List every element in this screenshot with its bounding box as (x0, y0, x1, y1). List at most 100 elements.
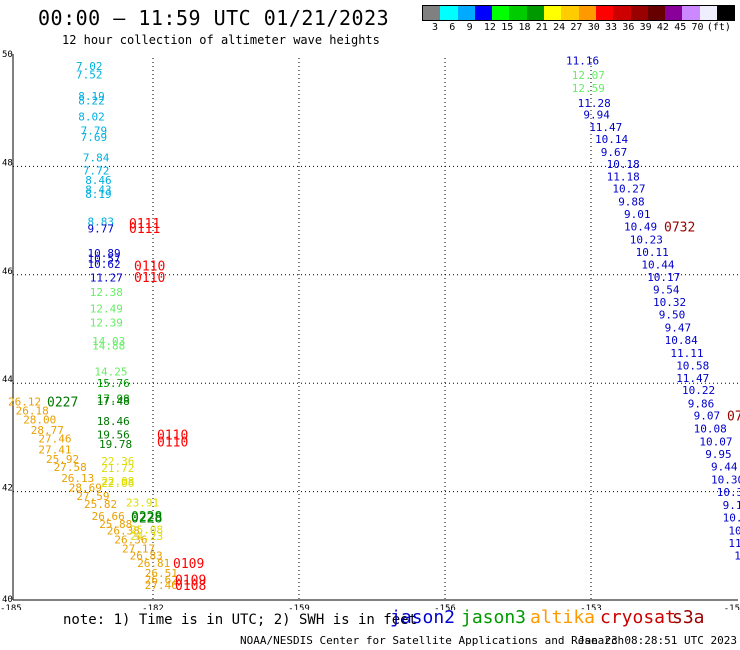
swh-value: 26.51 (145, 567, 178, 580)
legend-swatch (474, 6, 493, 20)
legend-unit: (ft) (706, 22, 731, 33)
pass-time-label: 0111 (129, 217, 160, 232)
swh-value: 11.47 (676, 372, 709, 385)
swh-value: 26.18 (16, 404, 49, 417)
swh-value: 14.25 (94, 365, 127, 378)
swh-value: 10.57 (88, 253, 121, 266)
swh-value: 8.19 (78, 90, 105, 103)
swh-value: 9.47 (665, 321, 692, 334)
swh-value: 27.17 (122, 543, 155, 556)
swh-value: 11.28 (578, 97, 611, 110)
swh-value: 26.13 (61, 472, 94, 485)
swh-value: 7.02 (76, 60, 103, 73)
legend-swatch (423, 6, 441, 20)
legend-swatch (509, 6, 527, 20)
legend-label: 9 (466, 22, 473, 33)
legend-swatch (665, 6, 683, 20)
pass-time-label: 07 (727, 410, 740, 425)
y-tick-label: 42 (2, 484, 13, 494)
pass-time-label: 0109 (173, 557, 204, 572)
swh-value: 17.98 (97, 392, 130, 405)
swh-value: 14.03 (92, 335, 125, 348)
swh-value: 26.12 (8, 396, 41, 409)
legend-label: 15 (501, 22, 514, 33)
legend-swatch (440, 6, 458, 20)
pass-time-label: 0732 (664, 221, 695, 236)
swh-value: 10.23 (630, 234, 663, 247)
swh-value: 8.83 (88, 216, 115, 229)
legend-swatch (561, 6, 579, 20)
swh-value: 10.22 (682, 384, 715, 397)
swh-value: 11 (728, 537, 740, 550)
swh-value: 10.18 (607, 158, 640, 171)
swh-value: 10.08 (694, 423, 727, 436)
swh-value: 10.89 (88, 247, 121, 260)
legend-label: 45 (674, 22, 687, 33)
legend-label: 30 (587, 22, 600, 33)
legend-label: 12 (483, 22, 496, 33)
swh-value: 9.14 (723, 499, 740, 512)
legend-label: 24 (553, 22, 566, 33)
swh-value: 12.39 (90, 316, 123, 329)
swh-value: 9.95 (705, 448, 732, 461)
swh-value: 7.72 (83, 165, 110, 178)
swh-value: 10.32 (653, 296, 686, 309)
mission-jason2: jason2 (390, 607, 456, 628)
swh-value: 9.44 (711, 461, 738, 474)
swh-value: 10.17 (647, 271, 680, 284)
x-tick-label: -15 (724, 604, 740, 610)
swh-value: 27.46 (145, 579, 178, 592)
swh-value: 7.84 (83, 152, 110, 165)
swh-value: 26.38 (107, 525, 140, 538)
footer-note: note: 1) Time is in UTC; 2) SWH is in fe… (63, 612, 418, 628)
mission-s3a: s3a (672, 607, 705, 628)
swh-value: 26.81 (137, 557, 170, 570)
pass-time-label: 0228 (131, 512, 162, 527)
x-tick-label: -153 (580, 604, 602, 610)
swh-value: 10.14 (595, 133, 628, 146)
swh-value: 11.18 (607, 171, 640, 184)
swh-value: 27.59 (76, 490, 109, 503)
generated-timestamp: Jan 23 08:28:51 UTC 2023 (578, 634, 737, 647)
swh-value: 10.30 (711, 474, 740, 487)
swh-value: 19.56 (97, 429, 130, 442)
swh-value: 12.38 (90, 286, 123, 299)
swh-value: 9.07 (694, 410, 721, 423)
credit-line: NOAA/NESDIS Center for Satellite Applica… (240, 634, 625, 647)
mission-jason3: jason3 (461, 607, 527, 628)
swh-value: 10.37 (717, 486, 740, 499)
swh-value: 9.86 (688, 397, 715, 410)
swh-value: 26.36 (114, 533, 147, 546)
swh-value: 22.06 (101, 477, 134, 490)
color-scale-labels: 3 6 9 12 15 18 21 24 27 30 33 36 39 42 45 70 (ft) (422, 22, 740, 34)
swh-value: 15.76 (97, 377, 130, 390)
swh-value: 10. (728, 525, 740, 538)
legend-swatch (492, 6, 510, 20)
swh-value: 25.82 (84, 498, 117, 511)
legend-swatch (630, 6, 648, 20)
pass-time-label: 0110 (157, 436, 188, 451)
y-tick-label: 48 (2, 158, 13, 168)
swh-value: 23.91 (126, 496, 159, 509)
y-tick-label: 46 (2, 267, 13, 277)
swh-value: 7.79 (81, 125, 108, 138)
legend-swatch (699, 6, 718, 20)
swh-value: 27.58 (54, 461, 87, 474)
swh-value: 28.77 (31, 424, 64, 437)
swh-value: 11.27 (90, 272, 123, 285)
swh-value: 27.41 (38, 443, 71, 456)
legend-label: 6 (449, 22, 456, 33)
swh-value: 18.46 (97, 415, 130, 428)
pass-time-label: 0110 (157, 429, 188, 444)
legend-label: 33 (605, 22, 618, 33)
swh-value: 9.01 (624, 208, 651, 221)
y-tick-label: 40 (2, 595, 13, 605)
swh-value: 22.08 (101, 475, 134, 488)
swh-value: 8.46 (85, 174, 112, 187)
swh-value: 7.52 (76, 68, 103, 81)
wave-height-map[interactable]: -185 -182 -159 -156 -153 -155048464442407.027… (0, 0, 740, 610)
swh-value: 25.88 (99, 518, 132, 531)
swh-value: 11.11 (670, 347, 703, 360)
pass-time-label: 0109 (175, 573, 206, 588)
legend-label: 39 (639, 22, 652, 33)
